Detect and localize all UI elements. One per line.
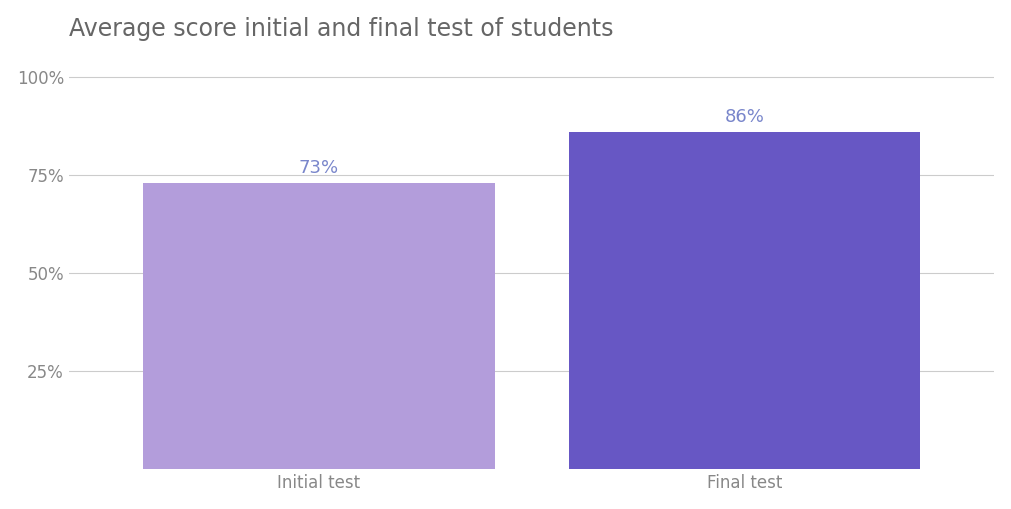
- Bar: [143, 183, 494, 469]
- Text: 86%: 86%: [725, 108, 764, 126]
- Text: Average score initial and final test of students: Average score initial and final test of …: [69, 17, 614, 41]
- Bar: [568, 132, 920, 469]
- Text: 73%: 73%: [298, 159, 339, 178]
